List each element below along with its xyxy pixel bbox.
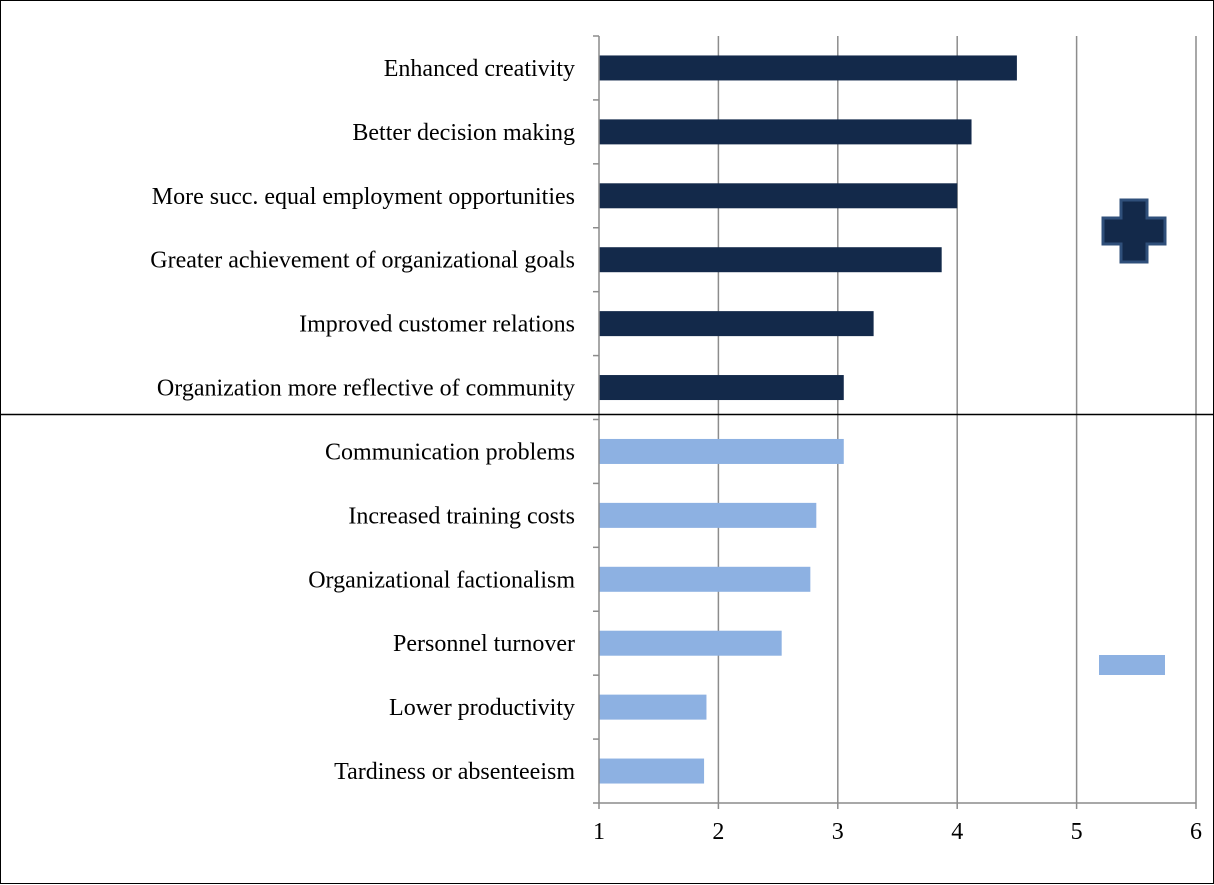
bar-negative-5 bbox=[599, 694, 707, 720]
category-label-positive-1: Enhanced creativity bbox=[384, 56, 575, 82]
x-tick-label-4: 4 bbox=[951, 819, 963, 845]
bar-negative-6 bbox=[599, 758, 705, 784]
x-tick-label-6: 6 bbox=[1190, 819, 1202, 845]
category-label-positive-2: Better decision making bbox=[352, 120, 575, 146]
category-labels: Enhanced creativity Better decision makin… bbox=[150, 56, 575, 785]
grid-lines bbox=[717, 36, 1197, 803]
bar-positive-3 bbox=[599, 183, 958, 209]
bar-negative-3 bbox=[599, 566, 811, 592]
category-label-positive-3: More succ. equal employment opportunitie… bbox=[152, 184, 575, 210]
plus-symbol-icon bbox=[1101, 198, 1167, 264]
bar-negative-2 bbox=[599, 502, 817, 528]
bar-positive-1 bbox=[599, 55, 1017, 81]
x-tick-label-5: 5 bbox=[1071, 819, 1083, 845]
bars bbox=[599, 55, 1017, 784]
category-label-negative-6: Tardiness or absenteeism bbox=[334, 759, 575, 785]
bar-positive-4 bbox=[599, 247, 942, 273]
bar-negative-4 bbox=[599, 630, 782, 656]
category-label-negative-2: Increased training costs bbox=[348, 503, 575, 529]
axes bbox=[1, 35, 1214, 809]
category-label-negative-4: Personnel turnover bbox=[393, 631, 575, 657]
category-label-negative-3: Organizational factionalism bbox=[308, 567, 575, 593]
category-label-negative-5: Lower productivity bbox=[389, 695, 575, 721]
minus-symbol-icon bbox=[1099, 655, 1165, 675]
x-tick-labels: 1 2 3 4 5 6 bbox=[593, 819, 1202, 845]
category-label-positive-6: Organization more reflective of communit… bbox=[157, 376, 575, 402]
x-tick-label-3: 3 bbox=[832, 819, 844, 845]
category-label-negative-1: Communication problems bbox=[325, 439, 575, 465]
category-label-positive-4: Greater achievement of organizational go… bbox=[150, 248, 575, 274]
bar-negative-1 bbox=[599, 438, 844, 464]
x-tick-label-1: 1 bbox=[593, 819, 605, 845]
bar-positive-5 bbox=[599, 311, 874, 337]
category-label-positive-5: Improved customer relations bbox=[299, 312, 575, 338]
bar-positive-6 bbox=[599, 375, 844, 401]
bar-positive-2 bbox=[599, 119, 972, 145]
x-tick-label-2: 2 bbox=[712, 819, 724, 845]
group-symbols bbox=[1099, 198, 1167, 675]
